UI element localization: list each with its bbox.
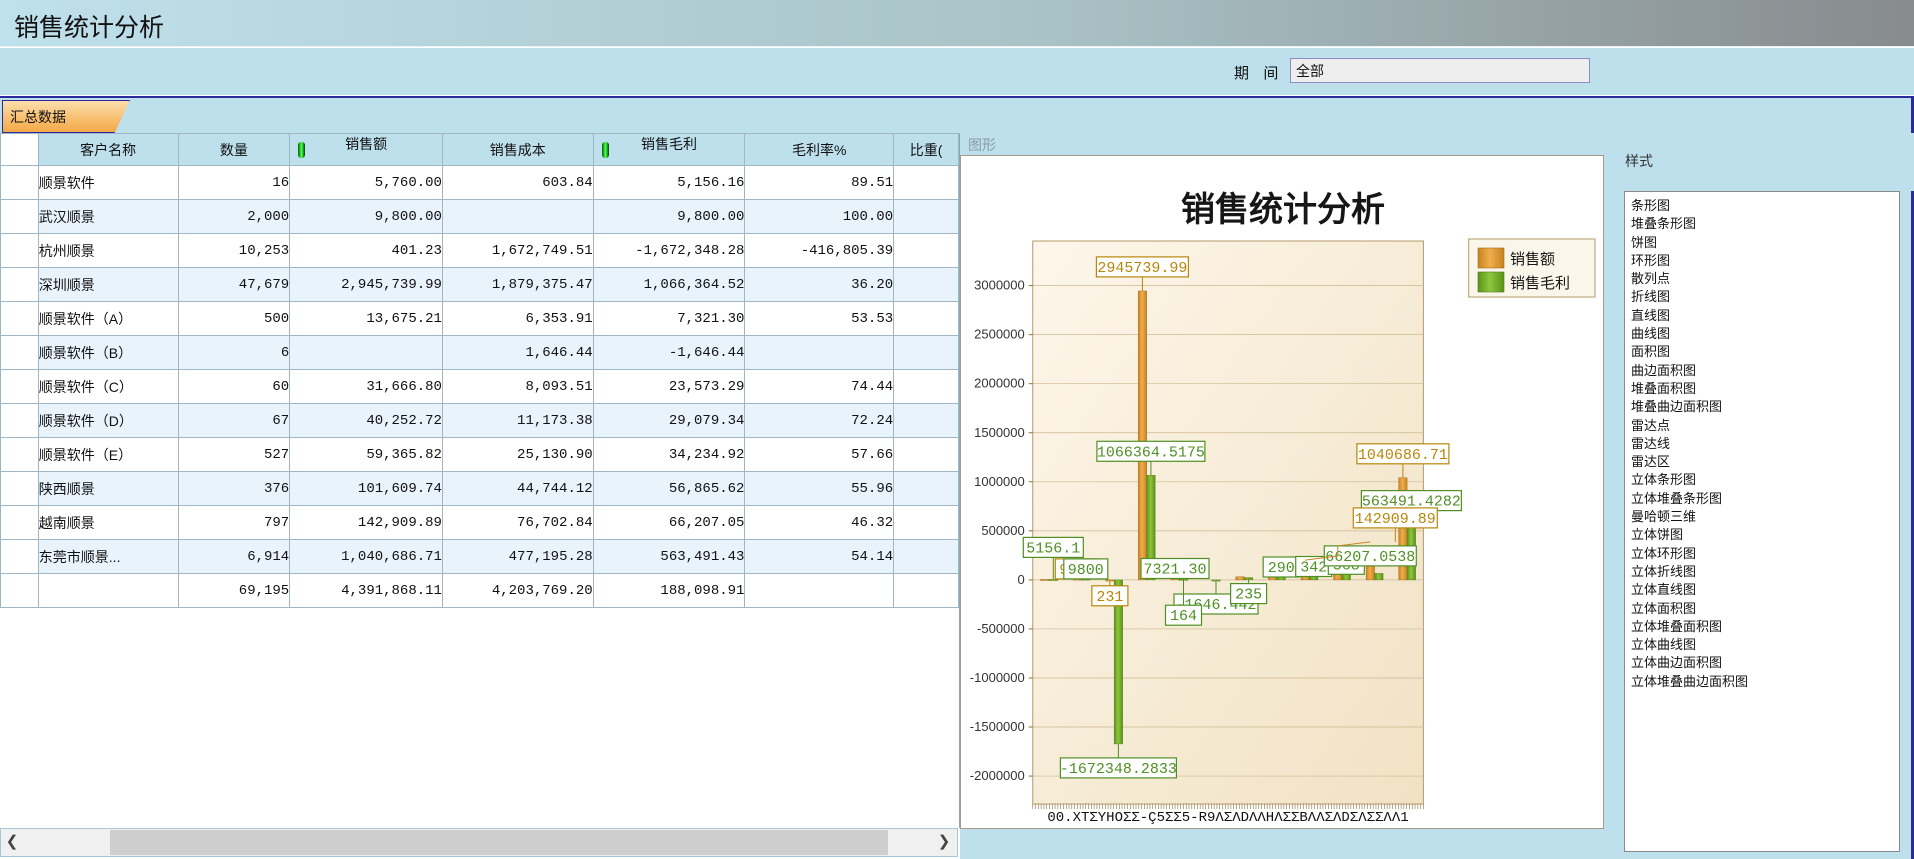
svg-text:-2000000: -2000000 (970, 768, 1025, 783)
svg-text:-1000000: -1000000 (970, 670, 1025, 685)
svg-text:290: 290 (1268, 560, 1295, 577)
svg-text:-1500000: -1500000 (970, 719, 1025, 734)
svg-text:1066364.5175: 1066364.5175 (1097, 444, 1205, 461)
svg-text:销售毛利: 销售毛利 (1510, 275, 1570, 292)
svg-text:142909.89: 142909.89 (1355, 511, 1436, 528)
svg-text:7321.30: 7321.30 (1143, 562, 1206, 579)
svg-text:2500000: 2500000 (974, 327, 1025, 342)
svg-text:-500000: -500000 (977, 621, 1025, 636)
svg-text:9800: 9800 (1068, 562, 1104, 579)
svg-text:销售额: 销售额 (1510, 251, 1555, 268)
svg-text:2000000: 2000000 (974, 376, 1025, 391)
svg-text:3000000: 3000000 (974, 278, 1025, 293)
svg-text:00.XTΣYHOΣΣ-Ç5ΣΣ5-R9ΛΣΛDΛΛHΛΣΣ: 00.XTΣYHOΣΣ-Ç5ΣΣ5-R9ΛΣΛDΛΛHΛΣΣBΛΛΣΛDΣΛΣΣ… (1047, 810, 1408, 826)
svg-text:164: 164 (1170, 608, 1197, 625)
svg-text:1000000: 1000000 (974, 474, 1025, 489)
svg-text:1040686.71: 1040686.71 (1358, 447, 1448, 464)
svg-text:342: 342 (1300, 560, 1327, 577)
svg-text:1500000: 1500000 (974, 425, 1025, 440)
svg-text:0: 0 (1018, 572, 1025, 587)
svg-text:5156.1: 5156.1 (1026, 540, 1080, 557)
svg-text:231: 231 (1096, 589, 1123, 606)
svg-text:66207.0538: 66207.0538 (1325, 549, 1415, 566)
svg-text:235: 235 (1235, 587, 1262, 604)
svg-text:销售统计分析: 销售统计分析 (1181, 191, 1385, 229)
svg-text:-1672348.2833: -1672348.2833 (1060, 761, 1177, 778)
svg-text:2945739.99: 2945739.99 (1097, 260, 1187, 277)
svg-text:500000: 500000 (981, 523, 1024, 538)
